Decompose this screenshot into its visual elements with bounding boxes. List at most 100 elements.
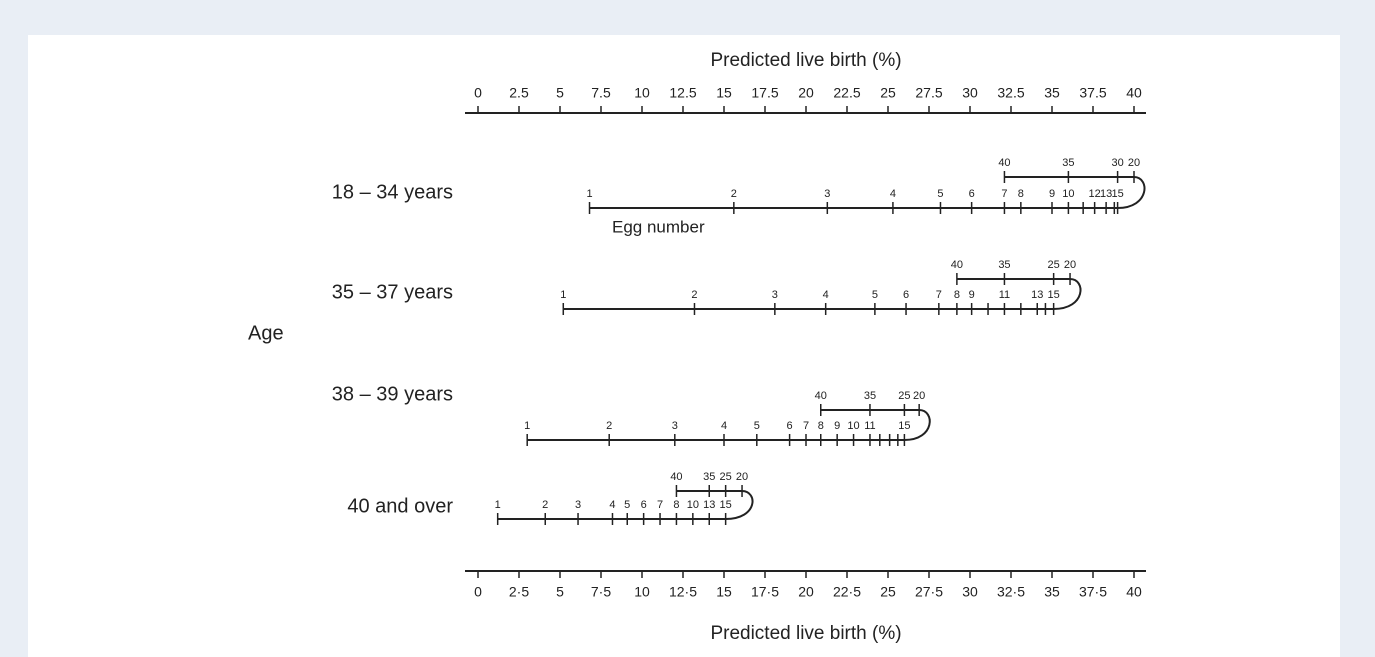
scale-tick-label: 15 <box>1048 289 1060 301</box>
x-tick-label: 27.5 <box>915 85 942 101</box>
scale-tick-label: 9 <box>1049 188 1055 200</box>
scale-label: Egg number <box>612 217 705 236</box>
scale-tick-label: 25 <box>720 471 732 483</box>
x-tick-label: 20 <box>798 85 814 101</box>
scale-tick-label: 4 <box>609 499 615 511</box>
scale-tick-label: 40 <box>998 157 1010 169</box>
scale-tick-label: 13 <box>1100 188 1112 200</box>
x-tick-label: 15 <box>716 584 732 600</box>
scale-tick-label: 2 <box>606 420 612 432</box>
scale-tick-label: 35 <box>998 259 1010 271</box>
row-label: 38 – 39 years <box>332 383 453 405</box>
x-tick-label: 2·5 <box>509 584 529 600</box>
scale-tick-label: 11 <box>999 289 1010 301</box>
x-tick-label: 15 <box>716 85 732 101</box>
scale-tick-label: 8 <box>954 289 960 301</box>
x-tick-label: 40 <box>1126 584 1142 600</box>
x-tick-label: 30 <box>962 584 978 600</box>
scale-tick-label: 11 <box>864 420 875 432</box>
scale-tick-label: 1 <box>586 188 592 200</box>
x-tick-label: 25 <box>880 85 896 101</box>
scale-tick-label: 15 <box>1111 188 1123 200</box>
scale-tick-label: 20 <box>1064 259 1076 271</box>
scale-tick-label: 8 <box>818 420 824 432</box>
x-tick-label: 32·5 <box>997 584 1025 600</box>
scale-tick-label: 4 <box>823 289 829 301</box>
x-tick-label: 5 <box>556 85 564 101</box>
x-tick-label: 35 <box>1044 85 1060 101</box>
scale-tick-label: 12 <box>1089 188 1101 200</box>
scale-tick-label: 3 <box>772 289 778 301</box>
x-tick-label: 37.5 <box>1079 85 1106 101</box>
x-tick-label: 35 <box>1044 584 1060 600</box>
scale-tick-label: 20 <box>913 390 925 402</box>
x-tick-label: 7·5 <box>591 584 611 600</box>
scale-tick-label: 25 <box>1048 259 1060 271</box>
x-tick-label: 5 <box>556 584 564 600</box>
scale-tick-label: 30 <box>1111 157 1123 169</box>
scale-tick-label: 9 <box>834 420 840 432</box>
scale-tick-label: 4 <box>890 188 896 200</box>
scale-tick-label: 35 <box>703 471 715 483</box>
scale-tick-label: 40 <box>815 390 827 402</box>
scale-tick-label: 40 <box>951 259 963 271</box>
scale-tick-label: 4 <box>721 420 727 432</box>
scale-tick-label: 8 <box>1018 188 1024 200</box>
scale-tick-label: 20 <box>736 471 748 483</box>
scale-tick-label: 35 <box>1062 157 1074 169</box>
scale-tick-label: 9 <box>969 289 975 301</box>
x-tick-label: 22·5 <box>833 584 861 600</box>
scale-curve <box>1053 278 1082 310</box>
x-tick-label: 25 <box>880 584 896 600</box>
scale-tick-label: 8 <box>673 499 679 511</box>
scale-tick-label: 7 <box>657 499 663 511</box>
scale-tick-label: 15 <box>720 499 732 511</box>
x-tick-label: 27·5 <box>915 584 943 600</box>
scale-curve <box>1117 176 1146 209</box>
x-tick-label: 32.5 <box>997 85 1024 101</box>
scale-tick-label: 6 <box>903 289 909 301</box>
x-tick-label: 40 <box>1126 85 1142 101</box>
panel <box>28 35 1340 657</box>
x-tick-label: 10 <box>634 85 650 101</box>
scale-tick-label: 3 <box>824 188 830 200</box>
x-tick-label: 37·5 <box>1079 584 1107 600</box>
scale-tick-label: 3 <box>672 420 678 432</box>
scale-tick-label: 6 <box>787 420 793 432</box>
axis-title: Predicted live birth (%) <box>710 623 901 644</box>
row-label: 40 and over <box>347 495 453 517</box>
x-tick-label: 7.5 <box>591 85 611 101</box>
x-tick-label: 30 <box>962 85 978 101</box>
x-tick-label: 2.5 <box>509 85 529 101</box>
scale-tick-label: 6 <box>641 499 647 511</box>
scale-tick-label: 13 <box>703 499 715 511</box>
scale-tick-label: 25 <box>898 390 910 402</box>
scale-tick-label: 15 <box>898 420 910 432</box>
x-tick-label: 10 <box>634 584 650 600</box>
x-tick-label: 20 <box>798 584 814 600</box>
scale-tick-label: 1 <box>560 289 566 301</box>
x-tick-label: 17.5 <box>751 85 778 101</box>
x-tick-label: 0 <box>474 85 482 101</box>
scale-curve <box>904 409 931 441</box>
x-tick-label: 12.5 <box>669 85 696 101</box>
scale-tick-label: 10 <box>847 420 859 432</box>
scale-tick-label: 5 <box>754 420 760 432</box>
scale-tick-label: 5 <box>937 188 943 200</box>
scale-tick-label: 2 <box>691 289 697 301</box>
x-tick-label: 22.5 <box>833 85 860 101</box>
x-tick-label: 17·5 <box>751 584 779 600</box>
scale-tick-label: 5 <box>624 499 630 511</box>
scale-tick-label: 35 <box>864 390 876 402</box>
scale-tick-label: 7 <box>936 289 942 301</box>
scale-tick-label: 7 <box>803 420 809 432</box>
scale-tick-label: 13 <box>1031 289 1043 301</box>
scale-tick-label: 20 <box>1128 157 1140 169</box>
scale-tick-label: 3 <box>575 499 581 511</box>
row-label: 35 – 37 years <box>332 281 453 303</box>
scale-tick-label: 10 <box>687 499 699 511</box>
scale-tick-label: 40 <box>670 471 682 483</box>
y-label: Age <box>248 322 284 344</box>
